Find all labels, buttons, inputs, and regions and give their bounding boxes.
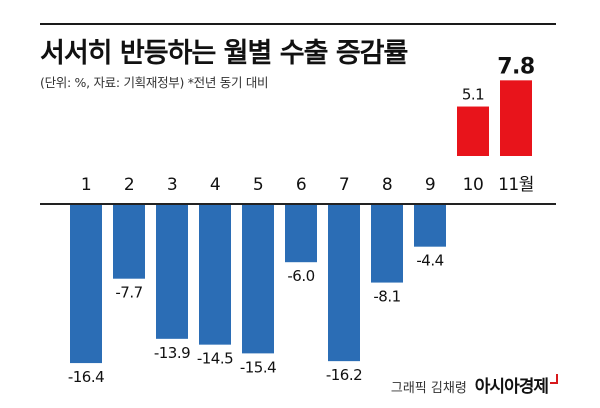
category-label-4: 4 <box>210 175 220 195</box>
value-label-11월: 7.8 <box>497 54 534 79</box>
category-label-9: 9 <box>425 175 435 195</box>
category-label-3: 3 <box>167 175 177 195</box>
category-label-2: 2 <box>124 175 134 195</box>
bar-3 <box>156 204 188 339</box>
bar-10 <box>457 106 489 156</box>
chart-subtitle: (단위: %, 자료: 기획재정부) *전년 동기 대비 <box>40 75 269 90</box>
value-label-4: -14.5 <box>197 350 233 368</box>
logo-mark-icon <box>550 374 558 384</box>
category-label-11월: 11월 <box>498 175 534 195</box>
bar-5 <box>242 204 274 354</box>
bar-2 <box>113 204 145 279</box>
value-label-1: -16.4 <box>68 368 104 386</box>
bar-11월 <box>500 80 532 156</box>
bar-8 <box>371 204 403 283</box>
credit-text: 그래픽 김채령 <box>390 381 467 396</box>
bar-6 <box>285 204 317 263</box>
chart-title: 서서히 반등하는 월별 수출 증감률 <box>40 38 408 69</box>
value-label-7: -16.2 <box>326 366 362 384</box>
category-label-7: 7 <box>339 175 349 195</box>
category-label-8: 8 <box>382 175 392 195</box>
value-label-10: 5.1 <box>462 86 484 104</box>
bar-7 <box>328 204 360 362</box>
category-label-10: 10 <box>463 175 484 195</box>
bar-1 <box>70 204 102 364</box>
bar-9 <box>414 204 446 247</box>
category-label-5: 5 <box>253 175 263 195</box>
value-label-3: -13.9 <box>154 344 190 362</box>
value-label-5: -15.4 <box>240 358 276 376</box>
publisher-logo-text: 아시아경제 <box>474 377 549 397</box>
bar-4 <box>199 204 231 345</box>
top-rule <box>40 23 556 25</box>
value-label-9: -4.4 <box>416 252 443 270</box>
credit: 그래픽 김채령 아시아경제 <box>391 372 558 397</box>
category-label-6: 6 <box>296 175 306 195</box>
category-label-1: 1 <box>81 175 91 195</box>
value-label-8: -8.1 <box>373 288 400 306</box>
publisher-logo: 아시아경제 <box>475 372 558 397</box>
value-label-2: -7.7 <box>115 284 142 302</box>
value-label-6: -6.0 <box>287 267 314 285</box>
